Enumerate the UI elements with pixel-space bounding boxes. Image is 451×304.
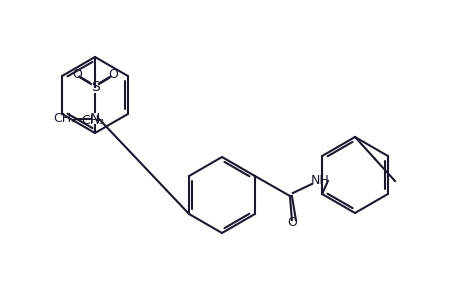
Text: CH₃: CH₃ xyxy=(53,112,77,126)
Text: CH₃: CH₃ xyxy=(82,115,105,127)
Text: O: O xyxy=(287,216,297,230)
Text: S: S xyxy=(91,80,99,94)
Text: N: N xyxy=(90,112,100,126)
Text: O: O xyxy=(72,68,82,81)
Text: NH: NH xyxy=(311,174,329,188)
Text: O: O xyxy=(108,68,118,81)
